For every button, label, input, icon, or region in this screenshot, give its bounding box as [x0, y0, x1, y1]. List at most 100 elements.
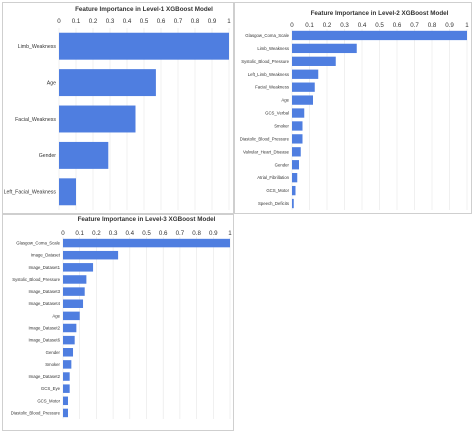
bar-level3: [63, 311, 80, 321]
bar-level2: [292, 121, 303, 131]
bar-level3: [63, 396, 69, 406]
category-label-level2: Valvular_Heart_Disease: [243, 149, 290, 154]
x-tick-label-level3: 0.7: [176, 230, 185, 237]
bar-level3: [63, 348, 74, 357]
chart-title-level1: Feature Importance in Level-1 XGBoost Mo…: [75, 6, 213, 13]
bar-level2: [292, 185, 296, 196]
category-label-level1: Gender: [39, 153, 57, 159]
x-tick-label-level2: 0.1: [305, 22, 314, 29]
x-tick-label-level1: 0.4: [123, 18, 132, 25]
x-tick-label-level1: 1: [227, 18, 231, 25]
category-label-level3: Diastolic_Blood_Pressure: [11, 410, 61, 415]
bar-level3: [63, 299, 84, 308]
x-tick-label-level1: 0.1: [72, 18, 81, 25]
bar-level2: [292, 56, 336, 66]
category-label-level3: Image_Dataset1: [28, 265, 60, 270]
category-label-level1: Limb_Weakness: [18, 44, 57, 50]
x-tick-label-level2: 0.6: [393, 22, 402, 29]
chart-title-level3: Feature Importance in Level-3 XGBoost Mo…: [78, 216, 216, 223]
category-label-level3: GCS_Eye: [41, 386, 61, 391]
x-tick-label-level3: 1: [228, 230, 232, 237]
x-tick-label-level3: 0.2: [92, 230, 101, 237]
x-tick-label-level1: 0.6: [157, 18, 166, 25]
bar-level2: [292, 173, 298, 183]
category-label-level3: Image_Dataset: [31, 253, 61, 258]
bar-level2: [292, 95, 313, 105]
x-tick-label-level2: 0.3: [340, 22, 349, 29]
category-label-level1: Facial_Weakness: [15, 117, 56, 123]
bar-level2: [292, 108, 305, 118]
category-label-level3: Glasgow_Coma_Scale: [16, 241, 60, 246]
x-tick-label-level3: 0: [61, 230, 65, 237]
bar-level2: [292, 147, 301, 157]
x-tick-label-level1: 0.7: [174, 18, 183, 25]
x-tick-label-level1: 0.3: [106, 18, 115, 25]
bar-level3: [63, 275, 87, 284]
category-label-level3: Image_Dataset6: [28, 338, 60, 343]
x-tick-label-level1: 0.5: [140, 18, 149, 25]
x-tick-label-level3: 0.5: [142, 230, 151, 237]
category-label-level2: Age: [281, 98, 289, 103]
category-label-level2: Systolic_Blood_Pressure: [241, 59, 289, 64]
bar-level3: [63, 263, 94, 272]
bar-level2: [292, 134, 303, 144]
bar-level1: [59, 32, 229, 60]
x-tick-label-level1: 0.9: [208, 18, 217, 25]
x-tick-label-level2: 0.5: [375, 22, 384, 29]
bar-level1: [59, 105, 136, 133]
category-label-level2: GCS_Motor: [266, 188, 289, 193]
bar-level3: [63, 335, 75, 345]
category-label-level2: Gender: [275, 162, 290, 167]
bar-level3: [63, 384, 70, 393]
bar-level2: [292, 43, 357, 54]
x-tick-label-level2: 0.7: [410, 22, 419, 29]
bar-level1: [59, 141, 109, 169]
bar-level3: [63, 372, 70, 381]
category-label-level3: Gender: [46, 350, 61, 355]
category-label-level3: Systolic_Blood_Pressure: [12, 277, 60, 282]
category-label-level3: Age: [52, 313, 60, 318]
category-label-level2: Glasgow_Coma_Scale: [245, 33, 289, 38]
category-label-level3: Image_Dataset4: [28, 301, 60, 306]
bar-level2: [292, 160, 299, 170]
category-label-level2: Limb_Weakness: [257, 46, 289, 51]
bar-level3: [63, 238, 230, 248]
x-tick-label-level2: 0: [290, 22, 294, 29]
category-label-level2: GCS_Verbal: [265, 111, 289, 116]
bar-level2: [292, 30, 467, 41]
category-label-level2: Speech_Deficits: [258, 201, 289, 206]
category-label-level2: Atrial_Fibrillation: [257, 175, 289, 180]
category-label-level1: Left_Facial_Weakness: [4, 190, 57, 196]
bar-level3: [63, 360, 72, 369]
x-tick-label-level3: 0.4: [125, 230, 134, 237]
x-tick-label-level3: 0.6: [159, 230, 168, 237]
category-label-level3: GCS_Motor: [37, 398, 60, 403]
x-tick-label-level2: 0.9: [445, 22, 454, 29]
x-tick-label-level3: 0.8: [192, 230, 201, 237]
x-tick-label-level1: 0.8: [191, 18, 200, 25]
category-label-level1: Age: [47, 80, 56, 86]
category-label-level3: Smoker: [45, 362, 60, 367]
category-label-level2: Left_Limb_Weakness: [248, 72, 289, 77]
bar-level2: [292, 69, 319, 79]
bar-level3: [63, 323, 77, 333]
bar-level3: [63, 250, 119, 260]
category-label-level3: Image_Dataset3: [28, 289, 60, 294]
x-tick-label-level2: 0.2: [323, 22, 332, 29]
category-label-level2: Diastolic_Blood_Pressure: [240, 136, 290, 141]
x-tick-label-level1: 0: [57, 18, 61, 25]
bar-level1: [59, 178, 76, 206]
bar-level2: [292, 198, 294, 209]
category-label-level2: Smoker: [274, 123, 289, 128]
x-tick-label-level3: 0.1: [75, 230, 84, 237]
x-tick-label-level3: 0.3: [109, 230, 118, 237]
x-tick-label-level2: 0.4: [358, 22, 367, 29]
bar-level1: [59, 69, 156, 97]
x-tick-label-level1: 0.2: [89, 18, 98, 25]
bar-level2: [292, 82, 315, 92]
x-tick-label-level3: 0.9: [209, 230, 218, 237]
category-label-level2: Facial_Weakness: [255, 85, 289, 90]
chart-title-level2: Feature Importance in Level-2 XGBoost Mo…: [311, 10, 449, 17]
panel-level3-frame: [2, 214, 234, 431]
